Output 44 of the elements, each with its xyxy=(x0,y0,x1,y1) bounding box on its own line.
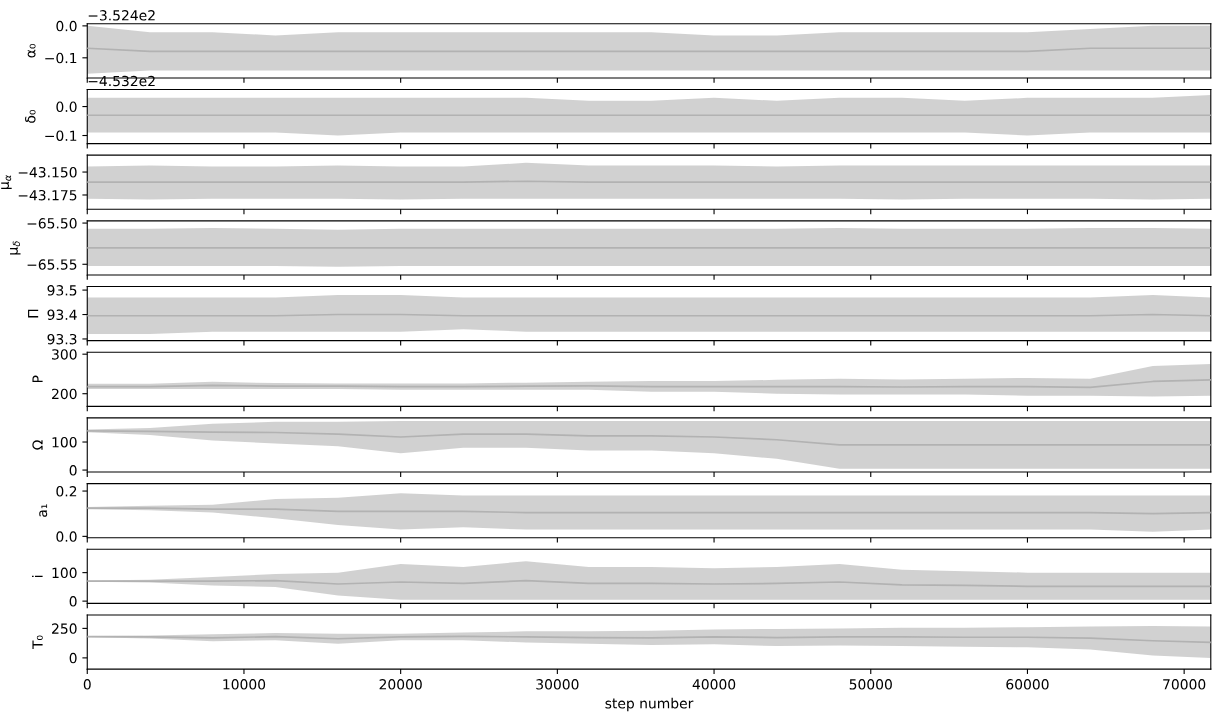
y-tick-label: 0 xyxy=(69,652,77,664)
y-tick-label: −0.1 xyxy=(45,130,77,141)
y-tick-label: 0.2 xyxy=(56,486,77,497)
y-axis-title: μ$_{α}$ xyxy=(1,174,12,189)
x-tick-label: 10000 xyxy=(223,679,266,690)
x-tick-label: 60000 xyxy=(1006,679,1049,690)
line-series xyxy=(87,429,1211,446)
y-axis-title: P xyxy=(32,375,43,383)
line-series xyxy=(87,379,1211,389)
y-axis-title: Ω xyxy=(32,440,43,450)
y-tick-label: −43.175 xyxy=(18,189,77,201)
text: −3.524e2 xyxy=(88,10,155,21)
y-tick-label: −65.50 xyxy=(27,218,77,229)
y-tick-label: 0 xyxy=(69,465,77,476)
x-tick-label: 0 xyxy=(83,679,91,690)
y-tick-label: 93.4 xyxy=(47,309,77,320)
y-axis-title: a₁ xyxy=(39,504,48,517)
y-tick-label: 300 xyxy=(52,349,77,360)
y-axis-title: T₀ xyxy=(32,635,43,650)
y-axis-title: μ$_{δ}$ xyxy=(10,241,21,255)
y-axis-title: i xyxy=(32,575,43,577)
y-tick-label: 0 xyxy=(69,596,77,607)
y-axis-title: α₀ xyxy=(27,43,36,58)
y-tick-label: 93.5 xyxy=(47,285,77,296)
y-tick-label: 0.0 xyxy=(56,531,77,542)
y-tick-label: 0.0 xyxy=(56,101,77,113)
y-tick-label: −65.55 xyxy=(27,259,77,270)
y-tick-label: 200 xyxy=(52,388,77,400)
x-tick-label: 50000 xyxy=(849,679,892,690)
y-tick-label: 250 xyxy=(52,623,77,634)
x-tick-label: 40000 xyxy=(692,679,736,690)
y-tick-label: −43.150 xyxy=(18,167,77,178)
y-tick-label: 100 xyxy=(52,567,77,579)
y-axis-title: Π xyxy=(28,309,39,318)
x-tick-label: 20000 xyxy=(379,679,422,690)
x-tick-label: 30000 xyxy=(536,679,579,690)
x-tick-label: 70000 xyxy=(1163,679,1206,690)
y-tick-label: −0.1 xyxy=(45,52,77,64)
x-axis-title: step number xyxy=(605,697,694,712)
annotation: −4.532e2 xyxy=(88,75,155,87)
y-tick-label: 100 xyxy=(52,436,77,448)
y-axis-title: δ₀ xyxy=(25,110,36,123)
y-tick-label: 93.3 xyxy=(47,333,77,345)
y-tick-label: 0.0 xyxy=(56,20,77,32)
